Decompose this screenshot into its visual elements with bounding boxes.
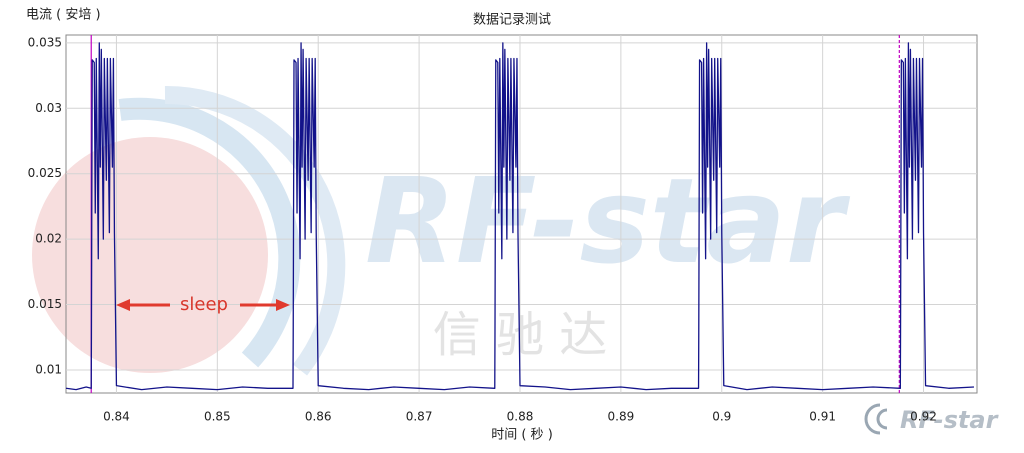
- x-tick-label: 0.86: [305, 410, 332, 424]
- sleep-arrow: [116, 299, 290, 311]
- y-tick-label: 0.015: [28, 297, 62, 311]
- watermark-circle: [32, 137, 268, 373]
- watermark-text: RF-star: [365, 152, 851, 290]
- x-tick-label: 0.9: [712, 410, 731, 424]
- logo-icon: [864, 403, 888, 435]
- watermark-arc: [164, 85, 346, 376]
- annotation: sleep: [180, 294, 228, 315]
- x-tick-label: 0.88: [507, 410, 534, 424]
- logo-text: RF-star: [900, 406, 1000, 434]
- plot-area: [65, 34, 978, 394]
- plot-frame: [65, 34, 978, 394]
- y-tick-label: 0.025: [28, 166, 62, 180]
- chart-title: 数据记录测试: [473, 13, 551, 28]
- x-tick-label: 0.84: [103, 410, 130, 424]
- y-tick-label: 0.03: [35, 101, 62, 115]
- y-tick-label: 0.02: [35, 232, 62, 246]
- y-axis-label: 电流 ( 安培 ): [26, 7, 101, 23]
- watermark-arc: [118, 97, 301, 368]
- x-tick-label: 0.85: [204, 410, 231, 424]
- data-line: [65, 42, 975, 391]
- x-tick-label: 0.91: [809, 410, 836, 424]
- y-tick-label: 0.01: [35, 362, 62, 376]
- y-tick-label: 0.035: [28, 35, 62, 49]
- x-tick-label: 0.89: [608, 410, 635, 424]
- x-tick-label: 0.92: [910, 410, 937, 424]
- x-axis-label: 时间 ( 秒 ): [491, 428, 553, 443]
- x-tick-label: 0.87: [406, 410, 433, 424]
